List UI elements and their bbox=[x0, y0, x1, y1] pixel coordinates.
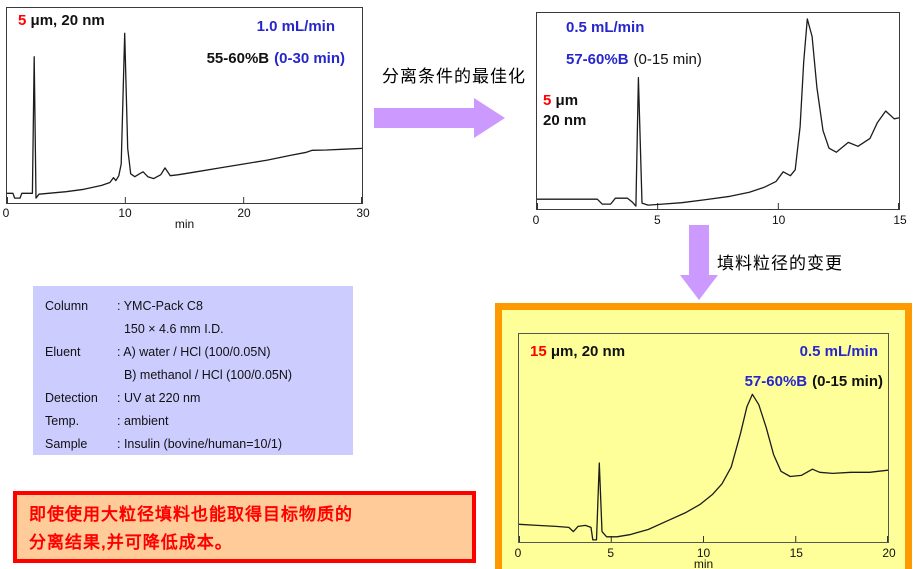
axis-tick-label: 15 bbox=[789, 546, 803, 560]
pore-size-label: 20 nm bbox=[543, 112, 587, 129]
info-label: Temp. bbox=[45, 414, 80, 428]
info-value: B) methanol / HCl (100/0.05N) bbox=[117, 368, 293, 382]
info-row-eluent-a: Eluent : A) water / HCl (100/0.05N) bbox=[45, 341, 353, 364]
conclusion-box: 即使使用大粒径填料也能取得目标物质的 分离结果,并可降低成本。 bbox=[13, 491, 476, 563]
axis-tick-label: 10 bbox=[771, 213, 786, 227]
particle-size-units: μm, 20 nm bbox=[546, 343, 626, 360]
signal-trace bbox=[7, 32, 362, 199]
x-axis-tick-labels-2: 0 5 10 15 bbox=[532, 213, 907, 227]
info-label: Detection bbox=[45, 391, 98, 405]
method-conditions-box: Column : YMC-Pack C8 150 × 4.6 mm I.D. El… bbox=[33, 286, 353, 455]
info-value: : ambient bbox=[117, 414, 169, 428]
axis-tick-label: 0 bbox=[532, 213, 540, 227]
info-label bbox=[45, 318, 117, 341]
down-arrow-icon bbox=[680, 225, 718, 300]
axis-tick-label: 5 bbox=[607, 546, 615, 560]
flow-rate-label: 0.5 mL/min bbox=[799, 343, 878, 360]
particle-size-label: 5 μm, 20 nm bbox=[18, 12, 105, 29]
gradient-label: 57-60%B (0-15 min) bbox=[566, 51, 702, 68]
axis-tick-label: 15 bbox=[893, 213, 907, 227]
gradient-range: (0-15 min) bbox=[633, 51, 702, 68]
info-row-temp: Temp. : ambient bbox=[45, 410, 353, 433]
axis-tick-label: 0 bbox=[514, 546, 522, 560]
axis-tick-label: 20 bbox=[882, 546, 896, 560]
chromatogram-top-left: 5 μm, 20 nm 1.0 mL/min 55-60%B (0-30 min) bbox=[6, 7, 363, 204]
chromatogram-trace-1 bbox=[7, 32, 362, 203]
info-value: : A) water / HCl (100/0.05N) bbox=[117, 345, 271, 359]
x-axis-tick-labels-1: 0 10 20 30 bbox=[2, 206, 370, 220]
info-row-column: Column : YMC-Pack C8 bbox=[45, 295, 353, 318]
axis-tick-label: 10 bbox=[696, 546, 711, 560]
x-axis-title-1: min bbox=[174, 217, 195, 231]
info-row-detection: Detection : UV at 220 nm bbox=[45, 387, 353, 410]
info-value: : Insulin (bovine/human=10/1) bbox=[117, 437, 283, 451]
info-row-column-dim: 150 × 4.6 mm I.D. bbox=[45, 318, 353, 341]
axis-tick-label: 30 bbox=[356, 206, 370, 220]
particle-size-label: 15 μm, 20 nm bbox=[530, 343, 625, 360]
particle-size-value: 15 bbox=[530, 343, 547, 360]
particle-size-value: 5 bbox=[18, 12, 27, 29]
axis-tick-label: 5 bbox=[653, 213, 661, 227]
info-value: : YMC-Pack C8 bbox=[117, 299, 203, 313]
right-arrow-icon bbox=[374, 98, 505, 138]
chromatogram-trace-2 bbox=[537, 18, 899, 209]
signal-trace bbox=[519, 393, 888, 541]
info-value: : UV at 220 nm bbox=[117, 391, 201, 405]
flow-rate-label: 0.5 mL/min bbox=[566, 19, 645, 36]
gradient-percent: 57-60%B bbox=[566, 51, 629, 68]
particle-size-units: μm, 20 nm bbox=[26, 12, 105, 29]
info-label: Column bbox=[45, 299, 89, 313]
chromatogram-bottom-right: 15 μm, 20 nm 0.5 mL/min 57-60%B (0-15 min… bbox=[518, 333, 889, 543]
axis-tick-label: 10 bbox=[118, 206, 132, 220]
info-row-eluent-b: B) methanol / HCl (100/0.05N) bbox=[45, 364, 353, 387]
optimization-caption: 分离条件的最佳化 bbox=[382, 67, 526, 86]
info-value: 150 × 4.6 mm I.D. bbox=[117, 322, 224, 336]
flow-rate-label: 1.0 mL/min bbox=[256, 18, 335, 35]
conclusion-line-2: 分离结果,并可降低成本。 bbox=[29, 532, 233, 552]
particle-change-caption: 填料粒径的变更 bbox=[717, 254, 843, 273]
gradient-percent: 57-60%B bbox=[744, 373, 808, 390]
axis-tick-label: 20 bbox=[237, 206, 251, 220]
x-axis-ticks bbox=[7, 197, 362, 203]
gradient-label: 55-60%B (0-30 min) bbox=[207, 50, 345, 67]
signal-trace bbox=[537, 18, 899, 207]
x-axis-tick-labels-3: 0 5 10 15 20 bbox=[514, 546, 896, 560]
conclusion-line-1: 即使使用大粒径填料也能取得目标物质的 bbox=[29, 505, 353, 524]
gradient-percent: 55-60%B bbox=[206, 50, 270, 67]
gradient-range: (0-15 min) bbox=[812, 373, 883, 390]
gradient-label: 57-60%B (0-15 min) bbox=[745, 373, 883, 390]
info-label: Sample bbox=[45, 437, 88, 451]
info-label bbox=[45, 364, 117, 387]
x-axis-ticks bbox=[537, 203, 899, 209]
chromatogram-top-right: 0.5 mL/min 57-60%B (0-15 min) 5 μm 20 nm bbox=[536, 12, 900, 210]
result-highlight-box: 15 μm, 20 nm 0.5 mL/min 57-60%B (0-15 min… bbox=[495, 303, 912, 569]
particle-size-value: 5 bbox=[543, 92, 552, 109]
gradient-range: (0-30 min) bbox=[274, 50, 345, 67]
particle-size-label: 5 μm bbox=[543, 92, 578, 109]
axis-tick-label: 0 bbox=[2, 206, 10, 220]
x-axis-title-3: min bbox=[693, 557, 714, 569]
info-row-sample: Sample : Insulin (bovine/human=10/1) bbox=[45, 433, 353, 456]
x-axis-ticks bbox=[519, 536, 888, 542]
particle-size-units: μm bbox=[551, 92, 579, 109]
info-label: Eluent bbox=[45, 345, 81, 359]
chromatogram-trace-3 bbox=[519, 393, 888, 542]
